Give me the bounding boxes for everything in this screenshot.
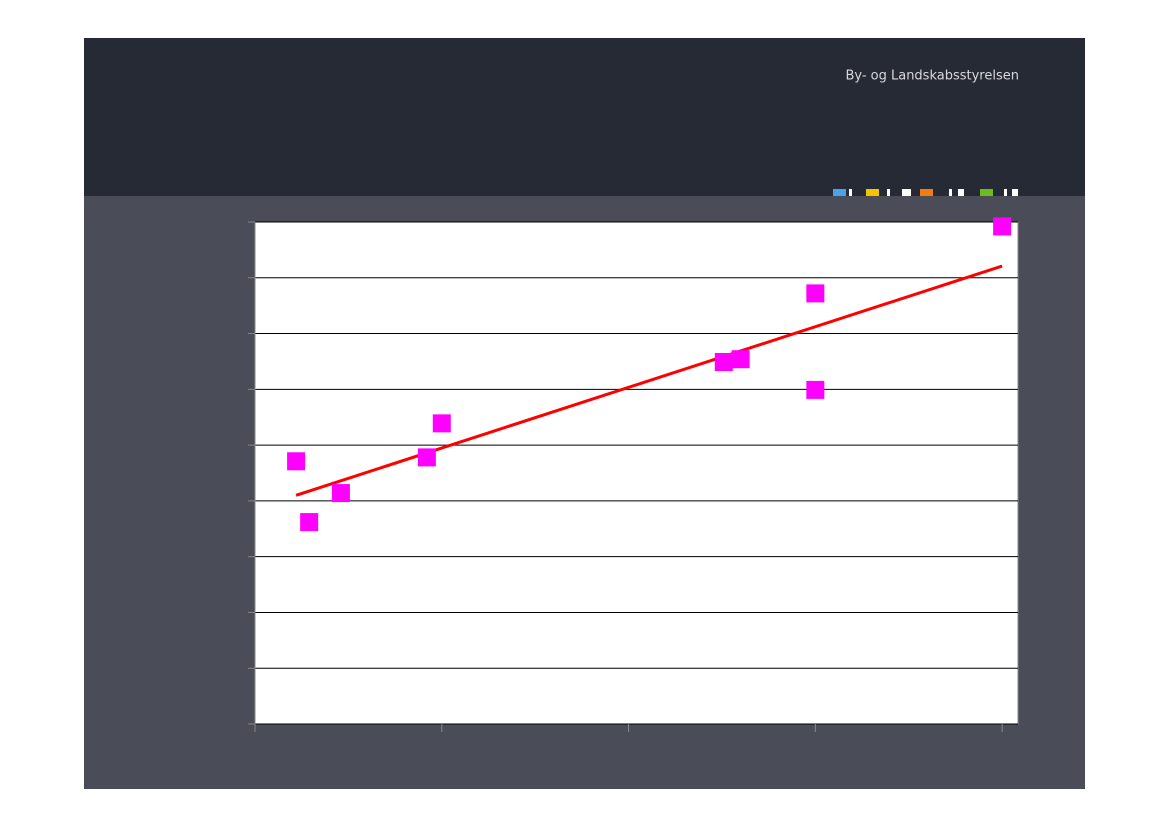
scatter-point bbox=[331, 484, 350, 503]
trendline bbox=[295, 264, 1003, 497]
scatter-point bbox=[731, 350, 750, 369]
scatter-point bbox=[417, 448, 436, 467]
scatter-point bbox=[287, 452, 306, 471]
scatter-point bbox=[714, 353, 733, 372]
slide-header bbox=[84, 38, 1085, 196]
scatter-point bbox=[806, 380, 825, 399]
scatter-point bbox=[993, 217, 1012, 236]
scatter-point bbox=[432, 414, 451, 433]
chart bbox=[248, 217, 1018, 732]
logo-bars bbox=[833, 189, 1018, 196]
plot-area bbox=[254, 221, 1019, 725]
brand: By- og Landskabsstyrelsen bbox=[845, 69, 1019, 84]
scatter-point bbox=[806, 284, 825, 303]
scatter-point bbox=[300, 513, 319, 532]
